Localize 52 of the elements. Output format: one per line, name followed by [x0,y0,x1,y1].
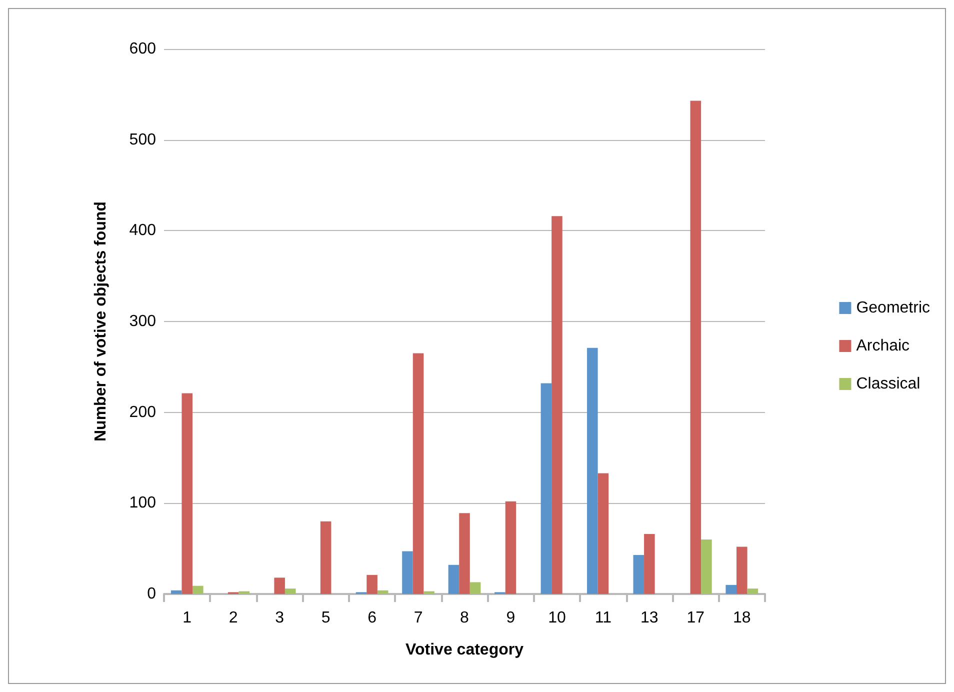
bar [459,513,470,594]
bar [366,574,378,594]
y-tick-label: 600 [129,40,156,58]
bar [274,578,285,594]
x-tick-label: 1 [182,610,192,626]
bar [505,501,516,594]
y-axis-title: Number of votive objects found [92,201,110,442]
y-tick-label: 500 [129,131,156,148]
x-tick-label: 10 [548,610,566,626]
bar [377,590,388,594]
bar [424,591,434,594]
bar [726,584,736,594]
x-tick-label: 6 [368,610,377,626]
y-tick-label: 400 [129,222,156,240]
bar [320,521,332,594]
legend-label: Archaic [856,338,910,354]
bar [587,348,598,594]
x-tick-label: 8 [460,610,470,626]
x-tick-label: 13 [640,610,658,626]
x-tick-label: 3 [275,610,284,626]
x-tick-label: 7 [414,610,423,626]
bar [448,564,460,594]
x-tick-label: 18 [732,610,751,626]
bar [470,582,481,594]
bar [736,546,748,594]
x-axis-title: Votive category [406,642,524,658]
x-tick-label: 5 [321,610,330,626]
bar [540,383,552,594]
bar [238,591,250,594]
bar [552,216,562,594]
x-tick-label: 11 [594,610,612,626]
bar [644,534,655,594]
bar [402,551,413,594]
legend-label: Geometric [856,300,930,316]
bar [192,586,204,594]
bar [633,554,644,594]
bar [690,100,702,594]
x-tick-label: 9 [506,610,516,626]
x-tick-label: 17 [686,610,705,626]
y-tick-label: 100 [129,494,156,512]
x-tick-label: 2 [228,610,238,626]
y-tick-label: 200 [129,404,156,421]
bar [701,540,712,594]
bar [412,353,424,594]
bar [284,588,296,594]
bar [598,473,609,594]
y-tick-label: 300 [129,313,156,330]
legend-label: Classical [856,376,920,392]
bar [747,588,758,594]
y-tick-label: 0 [147,586,156,602]
bar [170,590,182,594]
bar [182,393,193,594]
